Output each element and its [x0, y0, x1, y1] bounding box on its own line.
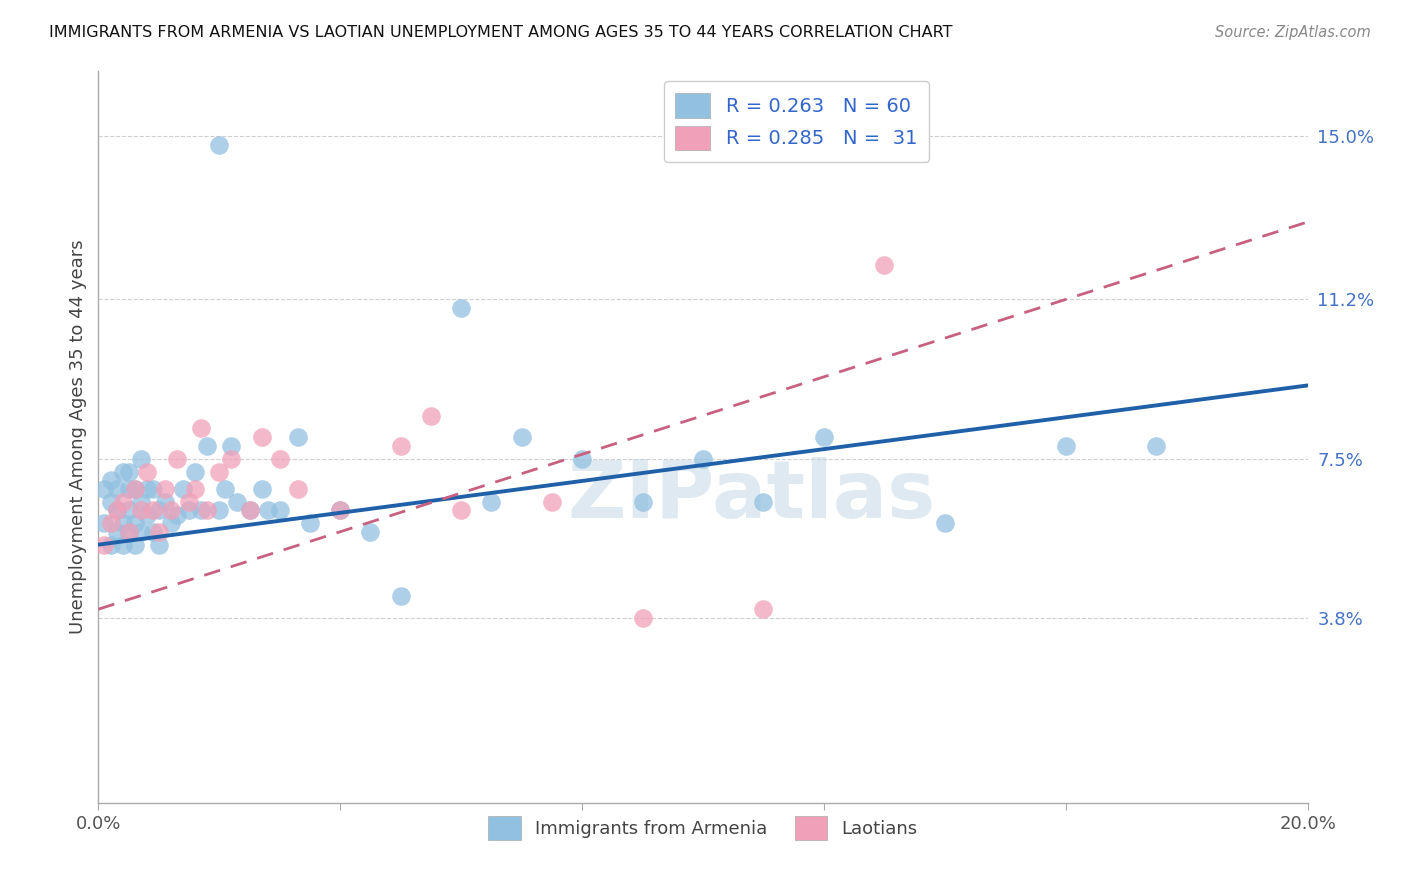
- Point: [111, 465, 134, 479]
- Point: [269, 451, 291, 466]
- Point: [389, 589, 412, 603]
- Point: [124, 482, 146, 496]
- Point: [124, 538, 146, 552]
- Point: [208, 137, 231, 152]
- Point: [118, 524, 141, 539]
- Point: [299, 516, 322, 530]
- Point: [142, 503, 165, 517]
- Point: [105, 503, 128, 517]
- Point: [124, 482, 146, 496]
- Point: [195, 503, 218, 517]
- Point: [571, 451, 593, 466]
- Point: [105, 524, 128, 539]
- Point: [142, 524, 165, 539]
- Point: [481, 494, 503, 508]
- Point: [160, 503, 183, 517]
- Point: [100, 494, 122, 508]
- Point: [250, 482, 273, 496]
- Point: [184, 465, 207, 479]
- Point: [631, 494, 654, 508]
- Point: [389, 439, 412, 453]
- Point: [692, 451, 714, 466]
- Point: [124, 516, 146, 530]
- Point: [129, 494, 152, 508]
- Point: [540, 494, 562, 508]
- Point: [118, 524, 141, 539]
- Point: [111, 494, 134, 508]
- Point: [166, 508, 188, 522]
- Point: [135, 508, 157, 522]
- Point: [329, 503, 352, 517]
- Point: [148, 503, 170, 517]
- Point: [752, 494, 775, 508]
- Point: [1054, 439, 1077, 453]
- Point: [142, 482, 165, 496]
- Point: [153, 494, 176, 508]
- Point: [118, 465, 141, 479]
- Text: Source: ZipAtlas.com: Source: ZipAtlas.com: [1215, 25, 1371, 40]
- Point: [934, 516, 956, 530]
- Point: [226, 494, 249, 508]
- Point: [329, 503, 352, 517]
- Point: [148, 524, 170, 539]
- Point: [873, 258, 896, 272]
- Point: [450, 301, 472, 315]
- Point: [250, 430, 273, 444]
- Point: [100, 473, 122, 487]
- Point: [239, 503, 262, 517]
- Point: [93, 516, 115, 530]
- Point: [129, 451, 152, 466]
- Point: [93, 482, 115, 496]
- Point: [179, 494, 201, 508]
- Point: [135, 482, 157, 496]
- Point: [118, 482, 141, 496]
- Point: [135, 465, 157, 479]
- Point: [360, 524, 382, 539]
- Point: [287, 430, 309, 444]
- Point: [287, 482, 309, 496]
- Point: [256, 503, 278, 517]
- Point: [214, 482, 236, 496]
- Point: [148, 538, 170, 552]
- Point: [208, 465, 231, 479]
- Point: [510, 430, 533, 444]
- Point: [100, 538, 122, 552]
- Point: [420, 409, 443, 423]
- Point: [239, 503, 262, 517]
- Point: [1144, 439, 1167, 453]
- Point: [450, 503, 472, 517]
- Point: [195, 439, 218, 453]
- Point: [190, 503, 212, 517]
- Point: [190, 421, 212, 435]
- Point: [129, 503, 152, 517]
- Point: [813, 430, 835, 444]
- Point: [118, 503, 141, 517]
- Point: [153, 482, 176, 496]
- Point: [631, 611, 654, 625]
- Point: [172, 482, 194, 496]
- Legend: Immigrants from Armenia, Laotians: Immigrants from Armenia, Laotians: [479, 807, 927, 848]
- Point: [221, 451, 243, 466]
- Point: [160, 516, 183, 530]
- Point: [111, 516, 134, 530]
- Point: [100, 516, 122, 530]
- Text: ZIPatlas: ZIPatlas: [567, 457, 935, 534]
- Point: [221, 439, 243, 453]
- Point: [105, 503, 128, 517]
- Point: [269, 503, 291, 517]
- Point: [129, 524, 152, 539]
- Text: IMMIGRANTS FROM ARMENIA VS LAOTIAN UNEMPLOYMENT AMONG AGES 35 TO 44 YEARS CORREL: IMMIGRANTS FROM ARMENIA VS LAOTIAN UNEMP…: [49, 25, 953, 40]
- Point: [752, 602, 775, 616]
- Point: [208, 503, 231, 517]
- Y-axis label: Unemployment Among Ages 35 to 44 years: Unemployment Among Ages 35 to 44 years: [69, 240, 87, 634]
- Point: [105, 482, 128, 496]
- Point: [179, 503, 201, 517]
- Point: [166, 451, 188, 466]
- Point: [111, 538, 134, 552]
- Point: [184, 482, 207, 496]
- Point: [93, 538, 115, 552]
